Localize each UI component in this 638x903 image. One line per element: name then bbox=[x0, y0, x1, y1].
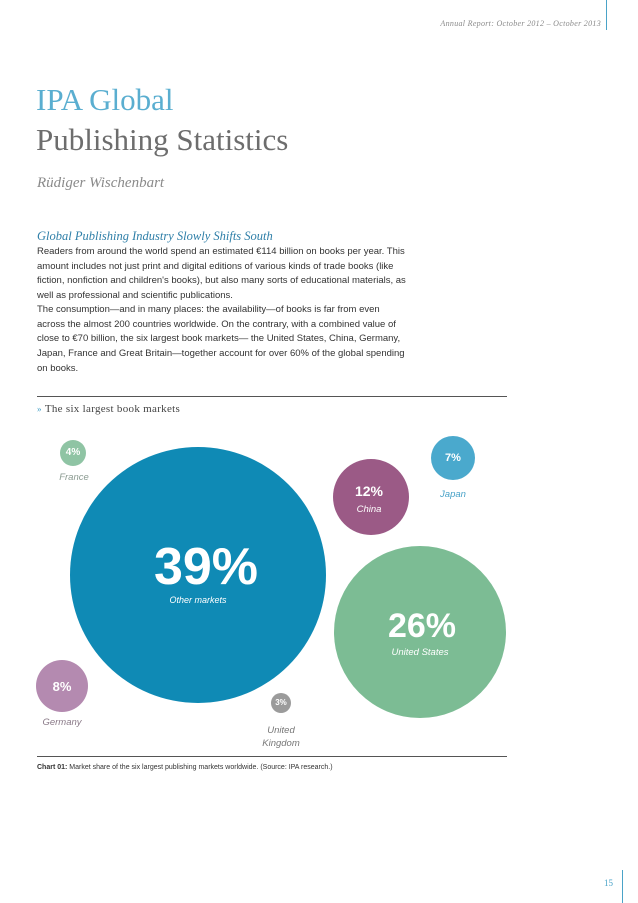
running-header: Annual Report: October 2012 – October 20… bbox=[440, 19, 601, 28]
page-title-line1: IPA Global bbox=[36, 82, 174, 117]
chart-caption-text: Market share of the six largest publishi… bbox=[67, 764, 333, 771]
bubble-label-united-kingdom: United Kingdom bbox=[201, 724, 361, 750]
bubble-germany bbox=[36, 660, 88, 712]
chart-title-text: The six largest book markets bbox=[44, 403, 181, 415]
page-title-line2: Publishing Statistics bbox=[36, 122, 289, 157]
bubble-value-united-states: 26% bbox=[387, 607, 457, 645]
bubble-label-line: Kingdom bbox=[262, 738, 300, 750]
bubble-united-states bbox=[334, 546, 506, 718]
body-paragraph-2: The consumption—and in many places: the … bbox=[37, 304, 405, 374]
bubble-value-germany: 8% bbox=[52, 678, 72, 694]
section-heading: Global Publishing Industry Slowly Shifts… bbox=[37, 229, 273, 243]
chart-top-rule bbox=[37, 396, 507, 397]
bubble-china bbox=[333, 459, 409, 535]
chart-caption: Chart 01: Market share of the six larges… bbox=[37, 764, 333, 771]
bubble-value-other-markets: 39% bbox=[153, 538, 259, 596]
page-number-rule bbox=[622, 870, 623, 903]
bubble-label-japan: Japan bbox=[440, 489, 466, 501]
chart-bottom-rule bbox=[37, 756, 507, 757]
bubble-label-china: China bbox=[356, 504, 382, 516]
bubble-value-united-kingdom: 3% bbox=[275, 698, 287, 707]
bubble-value-china: 12% bbox=[354, 483, 384, 499]
bubble-value-france: 4% bbox=[65, 447, 81, 458]
bubble-france bbox=[60, 440, 86, 466]
bubble-japan bbox=[431, 436, 475, 480]
bubble-label-other-markets: Other markets bbox=[169, 594, 227, 605]
bubble-label-france: France bbox=[59, 472, 89, 484]
bubble-value-japan: 7% bbox=[445, 451, 461, 464]
author-name: Rüdiger Wischenbart bbox=[37, 175, 165, 191]
chart-title-marker: » bbox=[37, 404, 42, 414]
body-paragraph-1: Readers from around the world spend an e… bbox=[37, 246, 406, 302]
bubble-label-line: United bbox=[267, 725, 295, 737]
header-accent-rule bbox=[606, 0, 607, 30]
chart-caption-label: Chart 01: bbox=[37, 764, 68, 771]
bubble-united-kingdom bbox=[271, 693, 291, 713]
bubble-label-united-states: United States bbox=[391, 647, 449, 659]
bubble-other-markets bbox=[70, 447, 326, 703]
chart-title: » The six largest book markets bbox=[37, 403, 180, 415]
page-number: 15 bbox=[604, 878, 613, 888]
bubble-label-germany: Germany bbox=[42, 717, 82, 729]
